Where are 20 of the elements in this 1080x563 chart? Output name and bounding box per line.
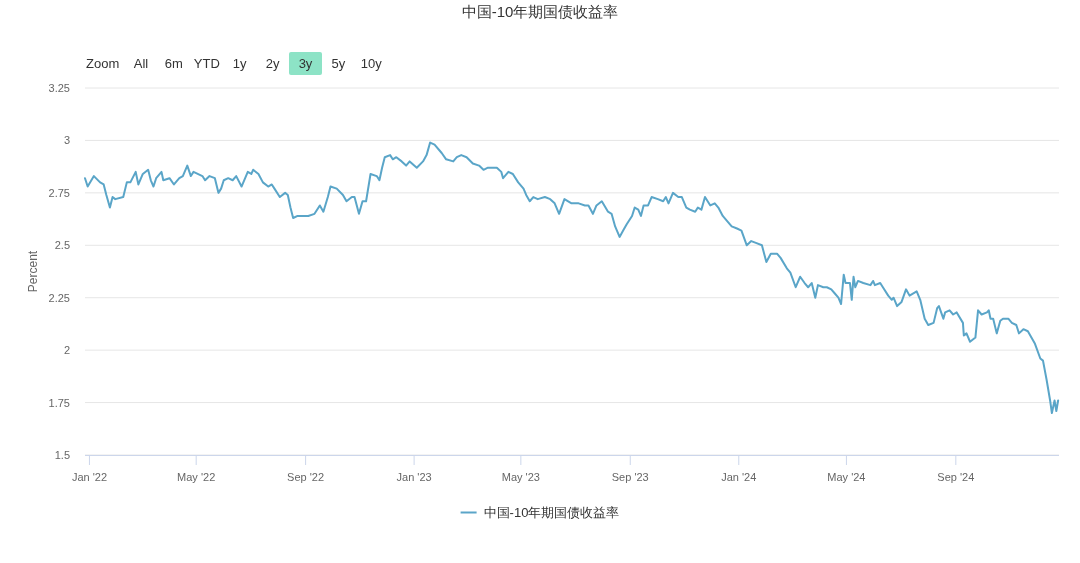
x-tick-label: Sep '22 xyxy=(287,471,325,483)
y-axis-title: Percent xyxy=(26,250,40,293)
x-tick-label: May '22 xyxy=(177,471,216,483)
x-tick-label: Jan '22 xyxy=(71,471,108,483)
y-tick-label: 3 xyxy=(63,134,70,147)
x-tick-label: May '23 xyxy=(501,471,540,483)
x-tick-label: Jan '23 xyxy=(396,471,432,483)
y-tick-label: 2.25 xyxy=(48,291,70,304)
y-tick-label: 1.5 xyxy=(54,449,70,461)
x-tick-label: Sep '23 xyxy=(611,471,649,483)
chart-title: 中国-10年期国债收益率 xyxy=(461,3,619,20)
y-tick-label: 3.25 xyxy=(48,82,70,94)
y-tick-label: 2.75 xyxy=(48,186,70,199)
y-tick-label: 1.75 xyxy=(48,396,70,409)
y-tick-label: 2 xyxy=(63,344,70,357)
y-tick-label: 2.5 xyxy=(54,239,70,252)
x-tick-label: Jan '24 xyxy=(721,471,757,483)
legend: 中国-10年期国债收益率 xyxy=(459,505,620,520)
x-tick-label: Sep '24 xyxy=(937,471,975,483)
x-tick-label: May '24 xyxy=(827,471,866,483)
